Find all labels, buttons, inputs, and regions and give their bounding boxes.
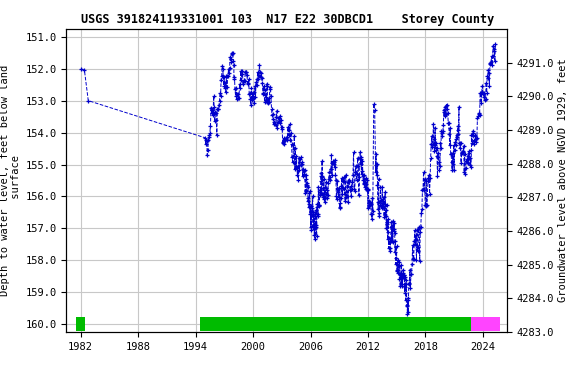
Y-axis label: Groundwater level above NGVD 1929, feet: Groundwater level above NGVD 1929, feet (558, 59, 569, 302)
Y-axis label: Depth to water level, feet below land
 surface: Depth to water level, feet below land su… (0, 65, 21, 296)
Text: USGS 391824119331001 103  N17 E22 30DBCD1    Storey County: USGS 391824119331001 103 N17 E22 30DBCD1… (81, 13, 495, 26)
